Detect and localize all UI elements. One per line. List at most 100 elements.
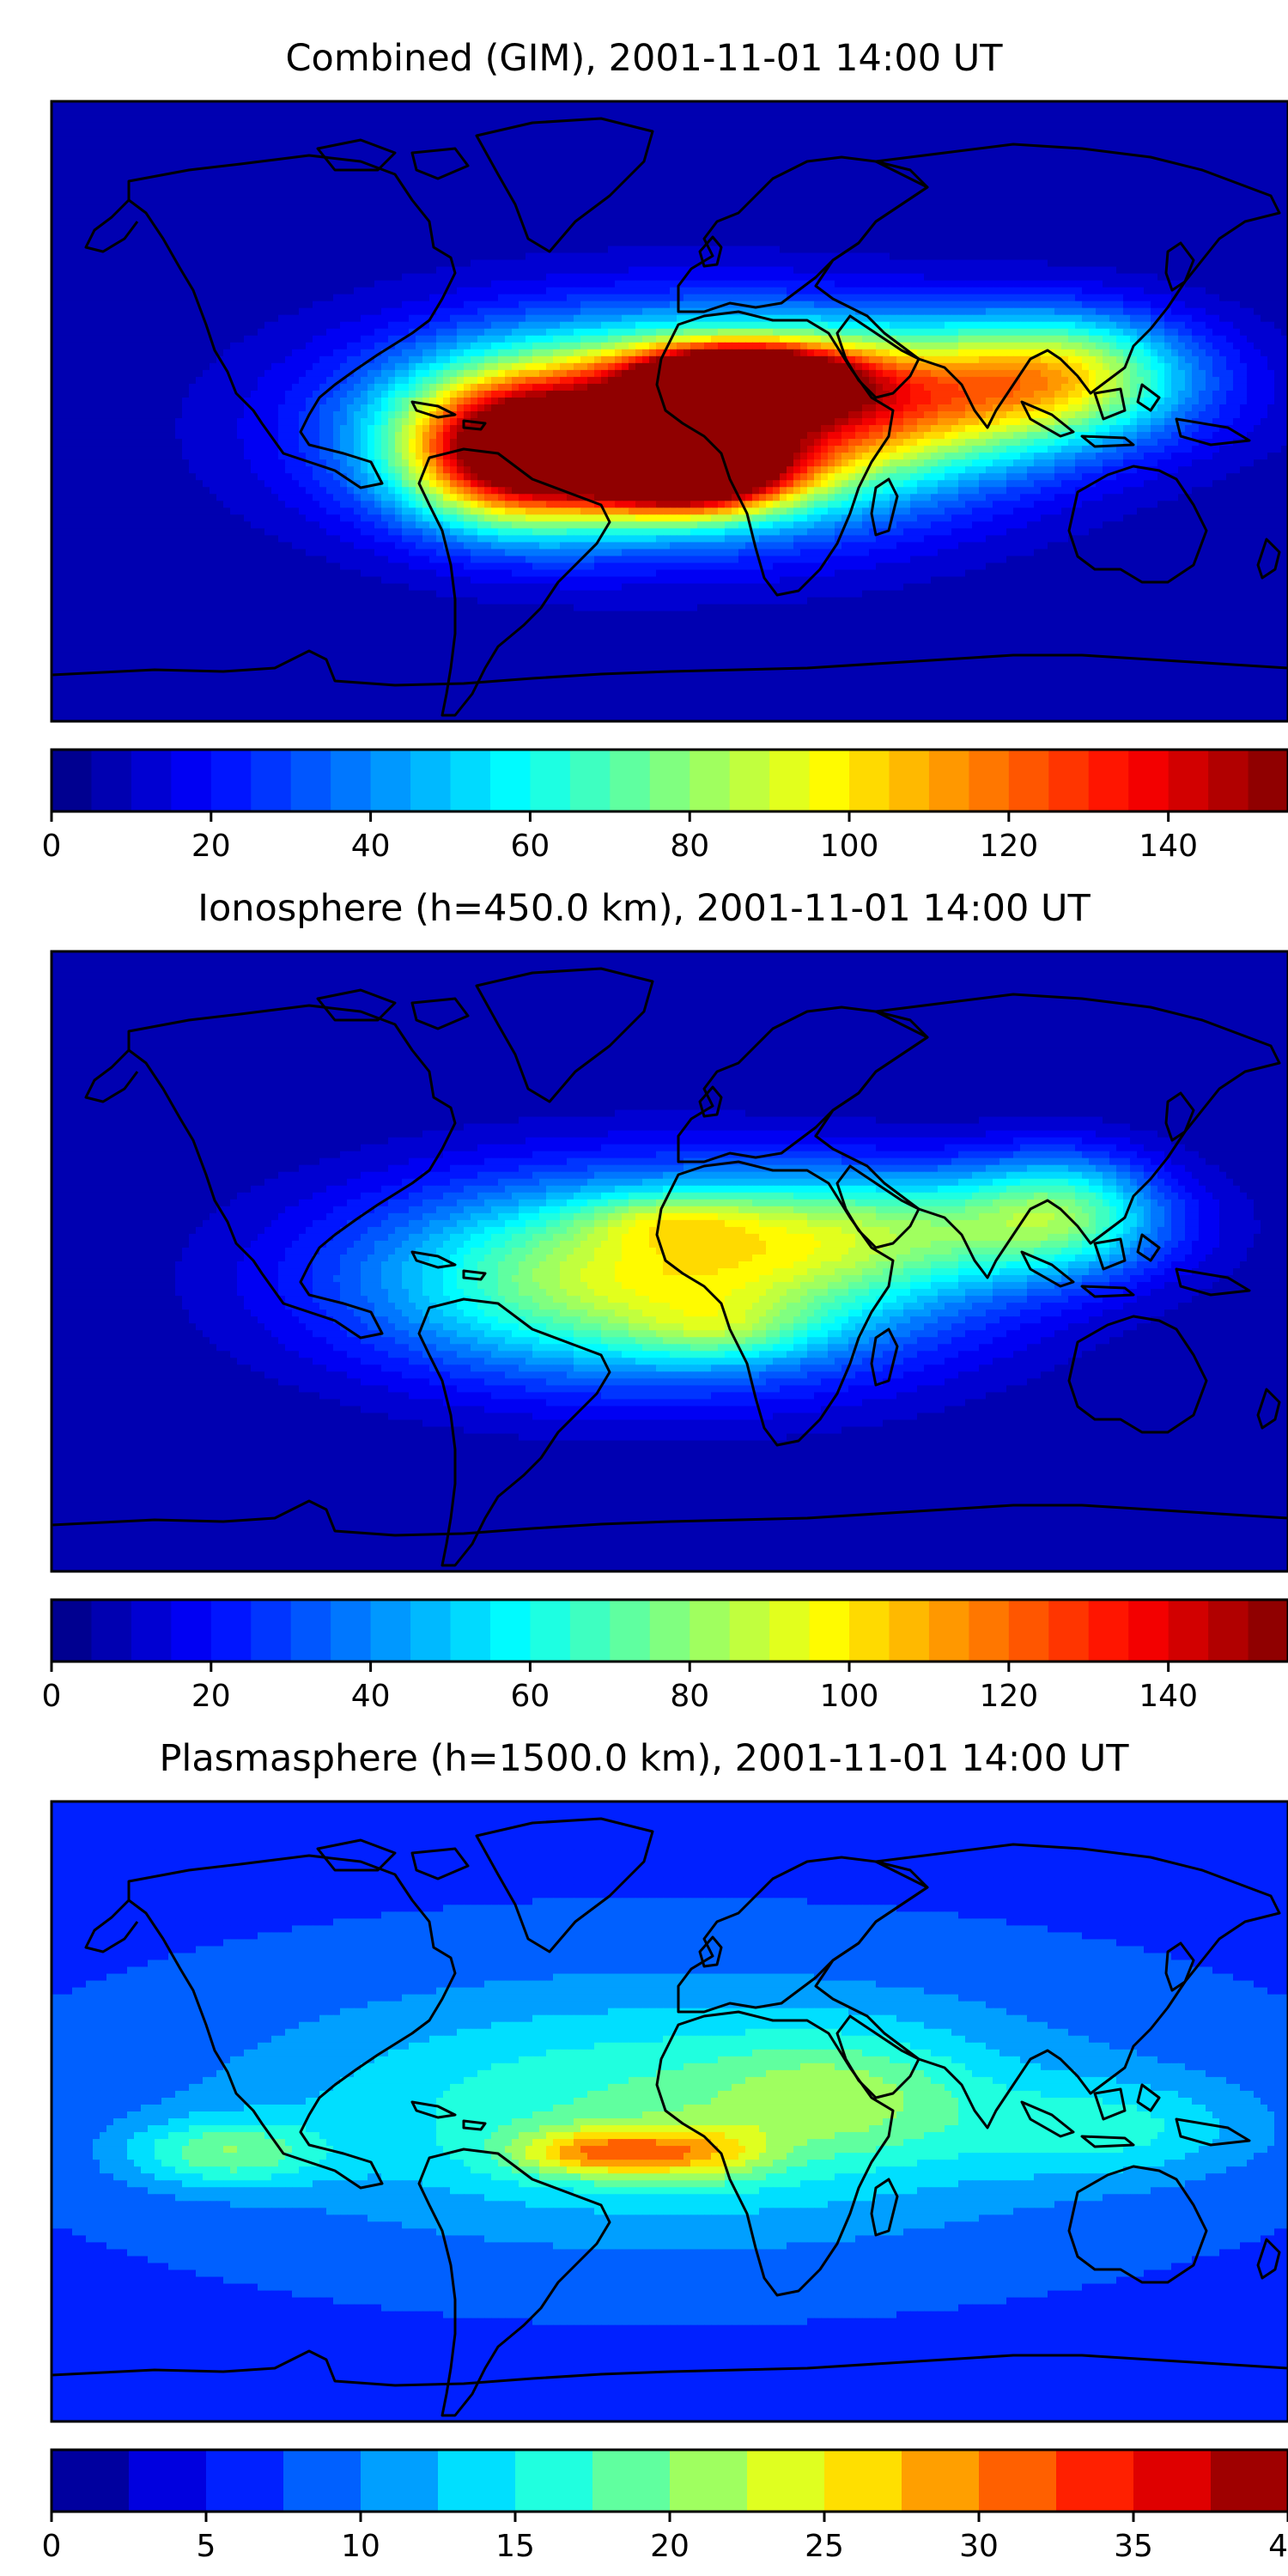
contour-cell <box>1267 232 1275 240</box>
contour-cell <box>361 259 368 268</box>
contour-cell <box>271 273 279 282</box>
contour-cell <box>1206 108 1213 116</box>
contour-cell <box>622 218 629 226</box>
contour-cell <box>993 184 1000 191</box>
contour-cell <box>374 246 382 254</box>
contour-cell <box>979 211 987 219</box>
contour-cell <box>999 225 1007 234</box>
contour-cell <box>189 149 197 157</box>
contour-cell <box>86 149 94 157</box>
contour-cell <box>1171 273 1179 282</box>
contour-cell <box>780 129 787 137</box>
contour-cell <box>1267 252 1275 261</box>
contour-cell <box>890 280 897 289</box>
contour-cell <box>1254 252 1261 261</box>
contour-cell <box>1219 108 1227 116</box>
contour-cell <box>1123 218 1131 226</box>
contour-cell <box>422 191 430 198</box>
contour-cell <box>182 170 190 178</box>
contour-cell <box>910 143 918 150</box>
contour-cell <box>1130 108 1138 116</box>
contour-cell <box>216 266 224 275</box>
contour-cell <box>1109 252 1117 261</box>
contour-cell <box>807 280 815 289</box>
contour-cell <box>491 191 499 198</box>
contour-cell <box>807 225 815 234</box>
contour-cell <box>58 280 66 289</box>
contour-cell <box>196 211 204 219</box>
contour-cell <box>1171 211 1179 219</box>
contour-cell <box>951 115 959 123</box>
contour-cell <box>883 287 890 295</box>
contour-cell <box>642 252 650 261</box>
contour-cell <box>106 273 114 282</box>
contour-cell <box>402 252 410 261</box>
contour-cell <box>828 136 835 143</box>
contour-cell <box>683 252 691 261</box>
contour-cell <box>574 101 581 109</box>
contour-cell <box>86 287 94 295</box>
contour-cell <box>168 191 176 198</box>
contour-cell <box>381 266 389 275</box>
contour-cell <box>738 163 746 171</box>
contour-cell <box>484 149 492 157</box>
contour-cell <box>210 211 217 219</box>
contour-cell <box>313 149 320 157</box>
contour-cell <box>683 225 691 234</box>
contour-cell <box>1089 143 1097 150</box>
contour-cell <box>1240 101 1248 109</box>
contour-cell <box>622 129 629 137</box>
contour-cell <box>264 266 272 275</box>
contour-cell <box>848 156 856 164</box>
contour-cell <box>182 259 190 268</box>
contour-cell <box>608 149 616 157</box>
contour-cell <box>210 156 217 164</box>
contour-cell <box>347 191 355 198</box>
contour-cell <box>299 280 307 289</box>
contour-cell <box>79 197 87 205</box>
contour-cell <box>910 136 918 143</box>
contour-cell <box>1116 177 1124 185</box>
contour-cell <box>1096 143 1103 150</box>
contour-cell <box>732 246 739 254</box>
contour-cell <box>429 170 437 178</box>
contour-cell <box>1068 218 1076 226</box>
contour-cell <box>807 163 815 171</box>
contour-cell <box>965 204 973 212</box>
contour-cell <box>388 149 396 157</box>
contour-cell <box>1048 101 1055 109</box>
contour-cell <box>793 115 801 123</box>
contour-cell <box>711 246 719 254</box>
contour-cell <box>1192 239 1200 247</box>
contour-cell <box>924 149 932 157</box>
contour-cell <box>1096 218 1103 226</box>
contour-cell <box>752 184 760 191</box>
contour-cell <box>134 252 142 261</box>
contour-cell <box>223 204 231 212</box>
contour-cell <box>216 252 224 261</box>
contour-cell <box>72 225 80 234</box>
contour-cell <box>986 246 993 254</box>
contour-cell <box>917 170 925 178</box>
contour-cell <box>718 108 726 116</box>
contour-cell <box>477 129 485 137</box>
contour-cell <box>182 143 190 150</box>
contour-cell <box>402 136 410 143</box>
contour-cell <box>663 246 671 254</box>
contour-cell <box>629 108 636 116</box>
contour-cell <box>883 184 890 191</box>
contour-cell <box>319 287 327 295</box>
contour-cell <box>127 252 135 261</box>
contour-cell <box>642 266 650 275</box>
contour-cell <box>986 259 993 268</box>
contour-cell <box>993 115 1000 123</box>
contour-cell <box>670 273 677 282</box>
contour-cell <box>374 149 382 157</box>
contour-cell <box>148 232 155 240</box>
contour-cell <box>203 287 210 295</box>
contour-cell <box>354 232 361 240</box>
contour-cell <box>1123 266 1131 275</box>
contour-cell <box>203 259 210 268</box>
contour-cell <box>800 149 808 157</box>
contour-cell <box>381 204 389 212</box>
